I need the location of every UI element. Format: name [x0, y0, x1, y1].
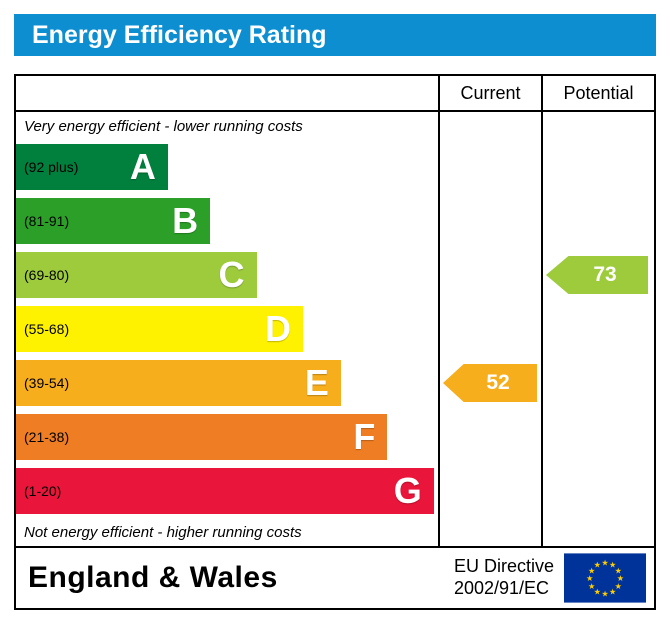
potential-column: 73	[541, 112, 654, 546]
potential-value-arrow: 73	[546, 256, 648, 294]
value-row	[543, 410, 654, 464]
current-column-header: Current	[438, 76, 541, 110]
band-row-c: (69-80) C	[16, 248, 438, 302]
value-row	[543, 140, 654, 194]
svg-text:★: ★	[601, 558, 608, 568]
chart-body: Very energy efficient - lower running co…	[16, 112, 654, 546]
value-row	[440, 410, 541, 464]
eu-flag-icon: ★ ★ ★ ★ ★ ★ ★ ★ ★ ★ ★ ★	[564, 553, 646, 603]
potential-column-header: Potential	[541, 76, 654, 110]
band-bar-g: (1-20) G	[16, 468, 434, 514]
value-row	[543, 302, 654, 356]
band-bar-b: (81-91) B	[16, 198, 211, 244]
svg-text:★: ★	[594, 586, 601, 596]
band-letter: C	[218, 254, 245, 295]
svg-text:★: ★	[586, 573, 593, 583]
band-bar-c: (69-80) C	[16, 252, 257, 298]
band-letter: D	[264, 308, 291, 349]
svg-text:★: ★	[617, 573, 624, 583]
band-range-label: (1-20)	[24, 483, 62, 499]
svg-text:★: ★	[588, 565, 595, 575]
band-row-b: (81-91) B	[16, 194, 438, 248]
eu-directive-line1: EU Directive	[453, 556, 554, 577]
svg-text:★: ★	[609, 586, 616, 596]
band-range-label: (92 plus)	[24, 159, 79, 175]
svg-text:★: ★	[615, 581, 622, 591]
band-row-g: (1-20) G	[16, 464, 438, 518]
band-range-label: (69-80)	[24, 267, 70, 283]
svg-text:★: ★	[615, 565, 622, 575]
svg-text:★: ★	[601, 588, 608, 598]
eu-directive-label: EU Directive 2002/91/EC	[454, 556, 564, 599]
rating-chart-frame: Current Potential Very energy efficient …	[14, 74, 656, 610]
column-header-row: Current Potential	[16, 76, 654, 112]
band-range-label: (39-54)	[24, 375, 70, 391]
svg-text:★: ★	[588, 581, 595, 591]
band-row-d: (55-68) D	[16, 302, 438, 356]
header-spacer	[16, 76, 438, 110]
band-bar-e: (39-54) E	[16, 360, 341, 406]
band-row-f: (21-38) F	[16, 410, 438, 464]
band-range-label: (81-91)	[24, 213, 70, 229]
value-row	[543, 356, 654, 410]
top-note: Very energy efficient - lower running co…	[24, 117, 303, 135]
band-range-label: (55-68)	[24, 321, 70, 337]
value-row	[543, 194, 654, 248]
band-letter: G	[393, 470, 422, 511]
band-bar-d: (55-68) D	[16, 306, 303, 352]
value-row	[440, 248, 541, 302]
page-title: Energy Efficiency Rating	[14, 14, 656, 56]
value-row: 52	[440, 356, 541, 410]
value-row	[440, 464, 541, 518]
band-list: (92 plus) A (81-91) B (69-80) C (55-68) D (39-54…	[16, 140, 438, 518]
value-row	[440, 194, 541, 248]
value-row	[440, 140, 541, 194]
footer-row: England & Wales EU Directive 2002/91/EC …	[16, 546, 654, 608]
svg-text:★: ★	[594, 560, 601, 570]
band-letter: F	[353, 416, 376, 457]
current-column: 52	[438, 112, 541, 546]
value-row	[543, 464, 654, 518]
band-letter: B	[172, 200, 199, 241]
svg-text:★: ★	[609, 560, 616, 570]
band-range-label: (21-38)	[24, 429, 70, 445]
bands-column: Very energy efficient - lower running co…	[16, 112, 438, 546]
current-value-arrow: 52	[443, 364, 537, 402]
band-row-a: (92 plus) A	[16, 140, 438, 194]
region-label: England & Wales	[28, 561, 278, 594]
band-letter: E	[304, 362, 329, 403]
band-row-e: (39-54) E	[16, 356, 438, 410]
band-bar-f: (21-38) F	[16, 414, 388, 460]
eu-directive-line2: 2002/91/EC	[453, 578, 550, 598]
bottom-note: Not energy efficient - higher running co…	[24, 523, 302, 541]
band-bar-a: (92 plus) A	[16, 144, 168, 190]
band-letter: A	[129, 146, 156, 187]
value-row: 73	[543, 248, 654, 302]
value-row	[440, 302, 541, 356]
